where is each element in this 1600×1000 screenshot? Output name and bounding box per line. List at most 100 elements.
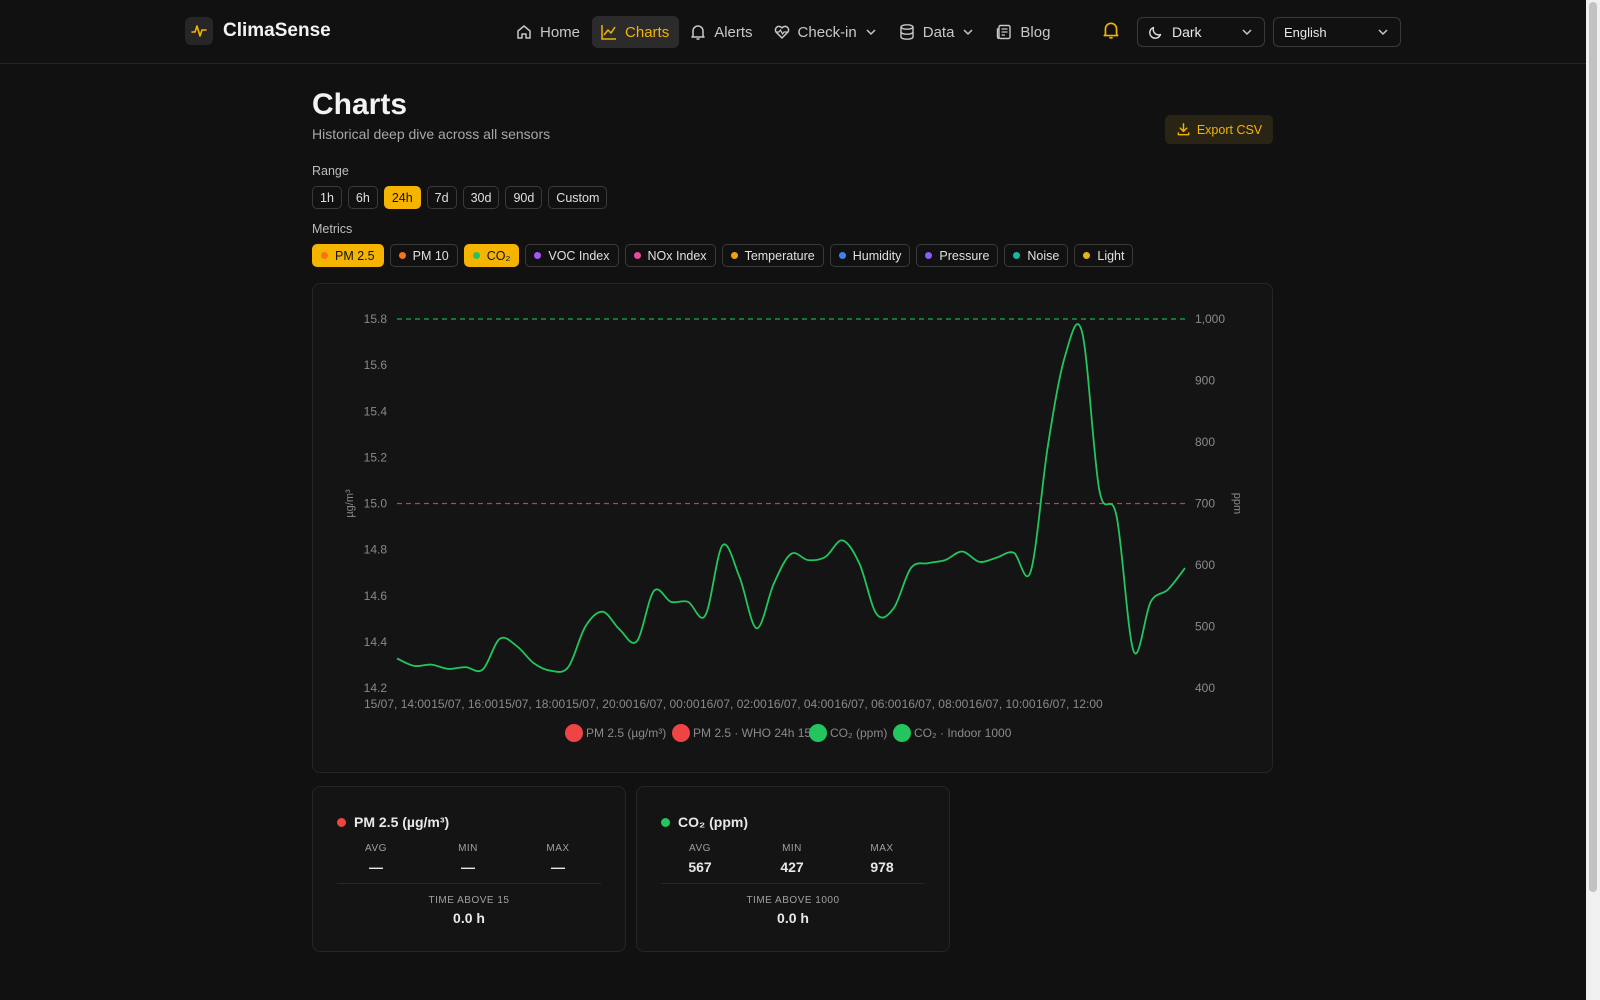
- left-axis-tick-label: 15.0: [364, 497, 388, 511]
- right-axis-tick-label: 1,000: [1195, 312, 1225, 326]
- metric-chip-nox-index[interactable]: NOx Index: [624, 244, 716, 267]
- brand[interactable]: ClimaSense: [185, 17, 331, 45]
- x-axis-tick-label: 16/07, 10:00: [969, 697, 1036, 711]
- main-nav: Home Charts Alerts Check-in Data Blog: [507, 16, 1060, 48]
- theme-select[interactable]: Dark: [1137, 17, 1265, 47]
- stat-card-title-text: PM 2.5 (µg/m³): [354, 814, 450, 830]
- metric-color-dot: [730, 252, 738, 259]
- legend-swatch: [672, 724, 690, 742]
- metric-chip-light[interactable]: Light: [1074, 244, 1134, 267]
- left-axis-tick-label: 15.8: [364, 312, 388, 326]
- range-selector: 1h 6h 24h 7d 30d 90d Custom: [312, 186, 608, 209]
- range-option-90d[interactable]: 90d: [505, 186, 543, 209]
- time-above-value: 0.0 h: [777, 910, 809, 926]
- page-scrollbar[interactable]: [1586, 0, 1600, 1000]
- database-icon: [900, 24, 914, 40]
- left-axis-tick-label: 14.2: [364, 681, 388, 695]
- metric-chip-voc-index[interactable]: VOC Index: [525, 244, 619, 267]
- brand-name: ClimaSense: [223, 20, 331, 41]
- nav-charts-label: Charts: [625, 23, 670, 41]
- metric-color-dot: [321, 252, 328, 259]
- metric-chip-label: PM 10: [412, 248, 449, 263]
- legend-label: PM 2.5 (µg/m³): [586, 726, 666, 740]
- metric-selector: PM 2.5 PM 10 CO₂ VOC Index NOx Index Temperat…: [312, 244, 1134, 267]
- max-label: MAX: [870, 843, 894, 854]
- time-above-label: TIME ABOVE 1000: [746, 895, 840, 906]
- right-axis-label: ppm: [1231, 493, 1243, 514]
- min-label: MIN: [458, 843, 478, 854]
- avg-label: AVG: [365, 843, 387, 854]
- stat-card-title: PM 2.5 (µg/m³): [337, 814, 449, 830]
- nav-blog[interactable]: Blog: [987, 16, 1060, 48]
- nav-home[interactable]: Home: [507, 16, 590, 48]
- range-option-6h[interactable]: 6h: [347, 186, 378, 209]
- metric-chip-temperature[interactable]: Temperature: [721, 244, 824, 267]
- max-label: MAX: [546, 843, 570, 854]
- metric-color-dot: [633, 252, 641, 259]
- metric-chip-humidity[interactable]: Humidity: [829, 244, 911, 267]
- right-axis-tick-label: 700: [1195, 497, 1215, 511]
- range-option-7d[interactable]: 7d: [426, 186, 457, 209]
- left-axis-tick-label: 15.6: [364, 358, 388, 372]
- time-above-value: 0.0 h: [453, 910, 485, 926]
- legend-swatch: [893, 724, 911, 742]
- theme-select-value: Dark: [1172, 24, 1202, 40]
- range-option-custom[interactable]: Custom: [548, 186, 608, 209]
- nav-check-in[interactable]: Check-in: [765, 16, 888, 48]
- nav-alerts[interactable]: Alerts: [681, 16, 762, 48]
- chart-line-icon: [601, 25, 617, 40]
- line-chart: 15.8 15.6 15.4 15.2 15.0 14.8 14.6 14.4 14.2 1,00…: [344, 312, 1243, 742]
- avg-value: —: [369, 859, 383, 875]
- x-axis-tick-label: 15/07, 16:00: [431, 697, 498, 711]
- divider: [661, 883, 925, 884]
- range-option-30d[interactable]: 30d: [462, 186, 500, 209]
- newspaper-icon: [997, 24, 1012, 40]
- x-axis-tick-label: 16/07, 12:00: [1036, 697, 1103, 711]
- page-subtitle: Historical deep dive across all sensors: [312, 126, 551, 142]
- x-axis-tick-label: 15/07, 14:00: [364, 697, 431, 711]
- pulse-logo-icon: [185, 17, 213, 45]
- range-label: Range: [312, 164, 349, 178]
- nav-home-label: Home: [540, 23, 581, 41]
- language-select[interactable]: English: [1273, 17, 1401, 47]
- x-axis-tick-label: 16/07, 00:00: [633, 697, 700, 711]
- metric-chip-pressure[interactable]: Pressure: [916, 244, 999, 267]
- moon-icon: [1149, 26, 1162, 39]
- metric-chip-label: Temperature: [744, 248, 815, 263]
- right-axis-tick-label: 800: [1195, 435, 1215, 449]
- bell-icon: [691, 25, 705, 40]
- right-axis-tick-label: 600: [1195, 558, 1215, 572]
- x-axis-tick-label: 16/07, 02:00: [700, 697, 767, 711]
- export-csv-label: Export CSV: [1196, 122, 1263, 137]
- metric-color-dot: [472, 252, 480, 259]
- top-navbar: ClimaSense Home Charts Alerts Check-in D…: [0, 0, 1586, 64]
- max-value: 978: [870, 859, 894, 875]
- language-select-value: English: [1284, 24, 1327, 40]
- metric-chip-label: NOx Index: [647, 248, 707, 263]
- series-color-dot: [661, 817, 670, 827]
- nav-data-label: Data: [922, 23, 955, 41]
- series-color-dot: [337, 817, 346, 827]
- range-option-1h[interactable]: 1h: [312, 186, 342, 209]
- notifications-button[interactable]: [1101, 20, 1121, 45]
- max-value: —: [551, 859, 565, 875]
- metric-chip-noise[interactable]: Noise: [1004, 244, 1069, 267]
- scrollbar-thumb[interactable]: [1589, 2, 1597, 892]
- metric-chip-pm-10[interactable]: PM 10: [389, 244, 458, 267]
- range-option-24h[interactable]: 24h: [383, 186, 421, 209]
- nav-charts[interactable]: Charts: [592, 16, 680, 48]
- chevron-down-icon: [963, 29, 973, 36]
- bell-icon: [1103, 22, 1119, 39]
- right-axis-tick-label: 900: [1195, 374, 1215, 388]
- legend-label: CO₂ · Indoor 1000: [914, 726, 1012, 740]
- x-axis-tick-label: 16/07, 08:00: [902, 697, 969, 711]
- left-axis-tick-label: 14.6: [364, 589, 388, 603]
- home-icon: [517, 25, 531, 39]
- export-csv-button[interactable]: Export CSV: [1165, 115, 1273, 144]
- time-above-label: TIME ABOVE 15: [428, 895, 510, 906]
- metric-chip-pm-2-5[interactable]: PM 2.5: [312, 244, 384, 267]
- metric-chip-co[interactable]: CO₂: [463, 244, 520, 267]
- avg-label: AVG: [689, 843, 711, 854]
- download-icon: [1177, 123, 1190, 136]
- nav-data[interactable]: Data: [890, 16, 986, 48]
